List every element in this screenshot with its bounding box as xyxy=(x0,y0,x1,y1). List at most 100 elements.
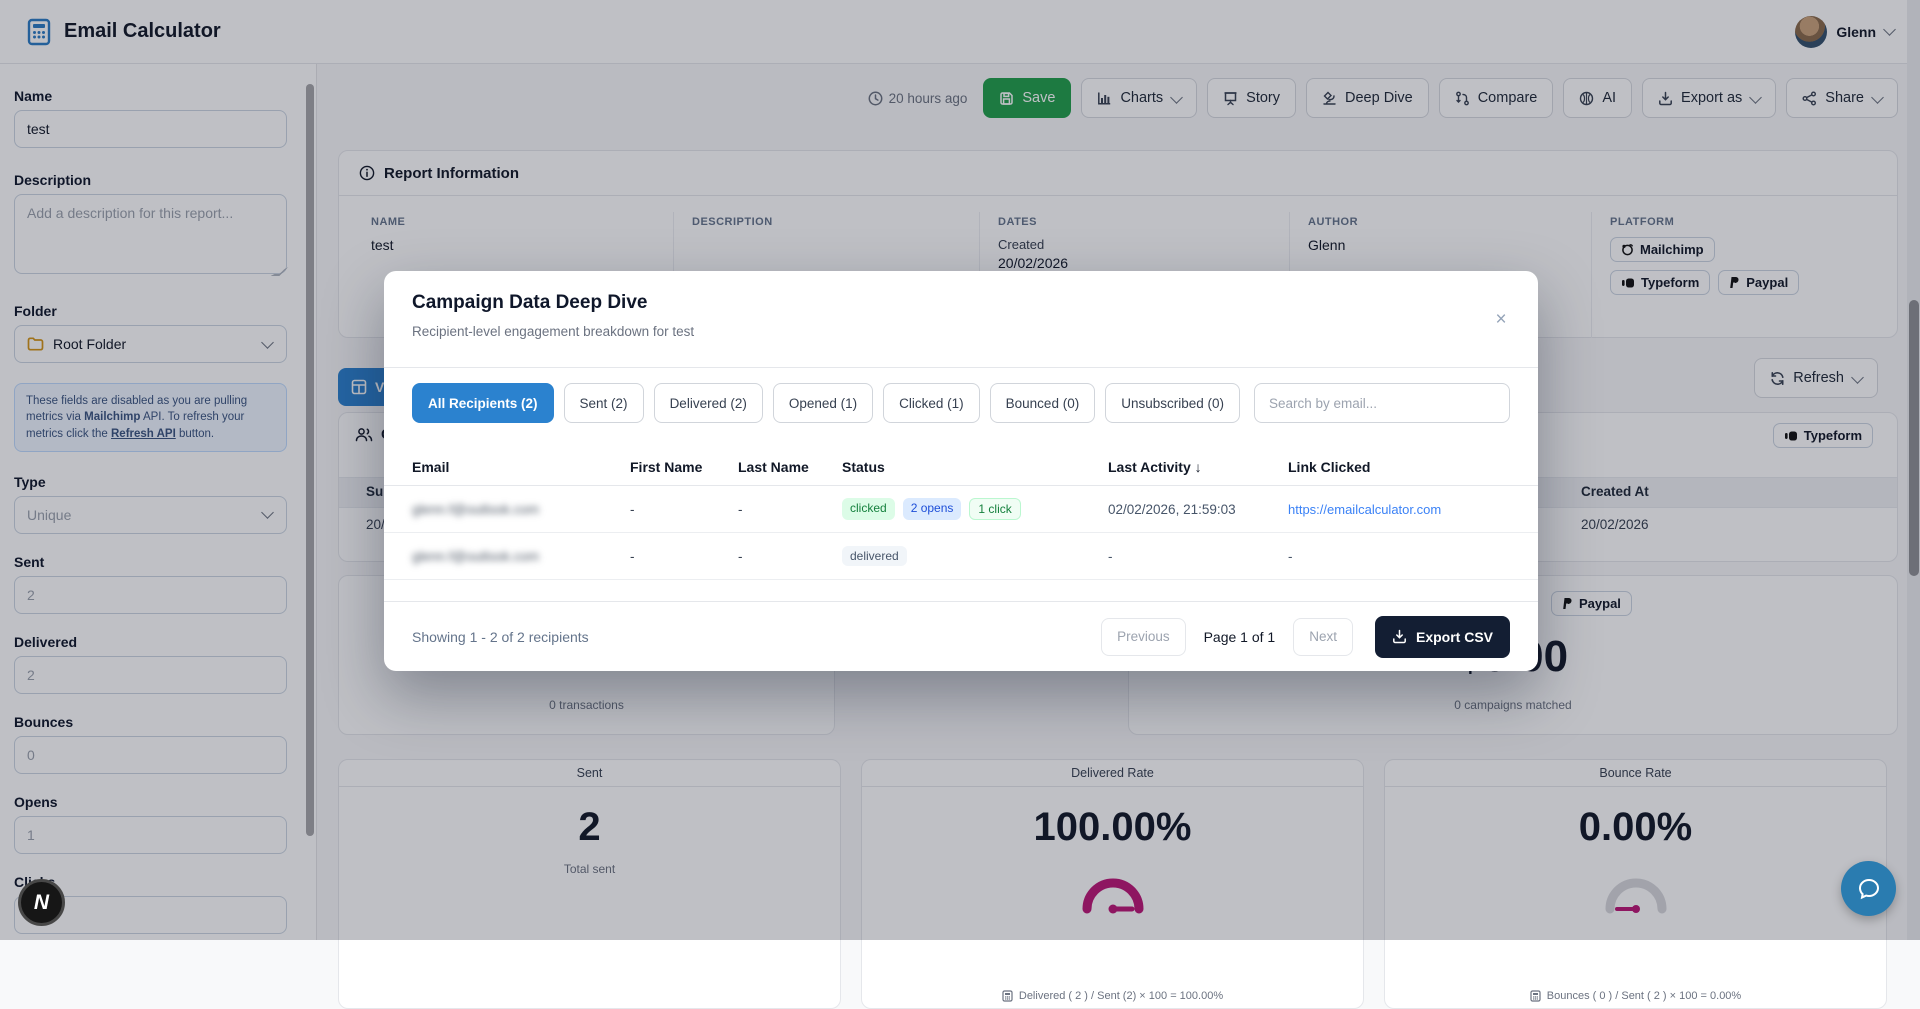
save-icon xyxy=(999,91,1014,106)
report-settings-sidebar: Name Description Folder Root Folder Thes… xyxy=(0,64,317,940)
tab-clicked[interactable]: Clicked (1) xyxy=(883,383,980,423)
presentation-icon xyxy=(1223,91,1238,106)
divider xyxy=(384,367,1538,368)
paypal-badge: Paypal xyxy=(1551,591,1632,616)
ai-button[interactable]: AI xyxy=(1563,78,1633,118)
share-button[interactable]: Share xyxy=(1786,78,1898,118)
calculator-icon xyxy=(1530,990,1541,1002)
showing-count: Showing 1 - 2 of 2 recipients xyxy=(412,628,589,645)
col-link-clicked: Link Clicked xyxy=(1288,459,1371,475)
tab-bounced[interactable]: Bounced (0) xyxy=(989,383,1096,423)
table-row: glenn.f@outlook.com - - clicked 2 opens … xyxy=(384,486,1538,533)
avatar[interactable] xyxy=(1795,15,1828,48)
tab-opened[interactable]: Opened (1) xyxy=(772,383,874,423)
table-row: glenn.f@outlook.com - - delivered - - xyxy=(384,533,1538,580)
next-button[interactable]: Next xyxy=(1293,617,1353,656)
sent-card-note: Total sent xyxy=(563,862,616,876)
previous-button[interactable]: Previous xyxy=(1101,617,1186,656)
first-name-cell: - xyxy=(630,501,635,517)
folder-value: Root Folder xyxy=(53,336,127,352)
name-input[interactable] xyxy=(14,110,287,148)
sent-card-value: 2 xyxy=(578,805,601,849)
window-scrollbar[interactable] xyxy=(1907,0,1920,940)
tab-unsubscribed[interactable]: Unsubscribed (0) xyxy=(1105,383,1240,423)
tab-sent[interactable]: Sent (2) xyxy=(563,383,644,423)
close-icon[interactable]: × xyxy=(1490,309,1512,331)
created-at-col-header: Created At xyxy=(1581,484,1649,499)
status-badge-opens: 2 opens xyxy=(902,498,962,520)
deep-dive-button[interactable]: Deep Dive xyxy=(1306,78,1429,118)
folder-select[interactable]: Root Folder xyxy=(14,325,287,363)
folder-icon xyxy=(27,337,44,351)
sent-input[interactable] xyxy=(14,575,287,614)
chat-widget-button[interactable] xyxy=(1841,861,1896,916)
platform-badge-mailchimp: Mailchimp xyxy=(1610,237,1715,262)
user-menu[interactable]: Glenn xyxy=(1795,15,1896,48)
typeform-icon xyxy=(1784,430,1798,442)
export-csv-button[interactable]: Export CSV xyxy=(1374,615,1510,658)
app-title: Email Calculator xyxy=(64,20,221,42)
brain-icon xyxy=(1579,91,1594,106)
delivered-rate-value: 100.00% xyxy=(1033,805,1192,849)
scrollbar-thumb[interactable] xyxy=(1908,300,1919,576)
platform-badge-paypal: Paypal xyxy=(1718,270,1800,295)
submitted-value: 20/ xyxy=(366,517,385,532)
refresh-api-link[interactable]: Refresh API xyxy=(111,427,176,440)
typeform-icon xyxy=(1621,277,1635,289)
type-label: Type xyxy=(14,473,46,490)
modal-subtitle: Recipient-level engagement breakdown for… xyxy=(412,324,695,339)
compare-icon xyxy=(1455,91,1470,106)
last-activity-cell: 02/02/2026, 21:59:03 xyxy=(1108,501,1236,517)
col-last-activity[interactable]: Last Activity ↓ xyxy=(1108,459,1202,475)
col-status: Status xyxy=(842,459,885,475)
status-badge-clicked: clicked xyxy=(842,498,895,520)
last-activity-cell: - xyxy=(1108,548,1113,564)
transactions-note: 0 transactions xyxy=(549,698,624,712)
opens-input[interactable] xyxy=(14,815,287,854)
link-clicked-cell[interactable]: https://emailcalculator.com xyxy=(1288,501,1442,517)
last-saved: 20 hours ago xyxy=(868,91,967,106)
paypal-icon xyxy=(1562,597,1573,610)
mailchimp-icon xyxy=(1621,243,1634,256)
refresh-button[interactable]: Refresh xyxy=(1754,358,1878,398)
deep-dive-modal: Campaign Data Deep Dive Recipient-level … xyxy=(384,271,1538,671)
recipient-email: glenn.f@outlook.com xyxy=(412,501,540,517)
report-name-col: NAME test xyxy=(339,212,673,338)
link-clicked-cell: - xyxy=(1288,548,1293,564)
delivered-rate-title: Delivered Rate xyxy=(862,760,1363,787)
modal-footer: Showing 1 - 2 of 2 recipients Previous P… xyxy=(384,601,1538,671)
api-disabled-notice: These fields are disabled as you are pul… xyxy=(14,383,287,452)
bounces-input[interactable] xyxy=(14,735,287,774)
report-dates-col: DATES Created 20/02/2026 xyxy=(979,212,1289,338)
tab-all-recipients[interactable]: All Recipients (2) xyxy=(412,383,554,423)
sent-label: Sent xyxy=(14,553,45,570)
sent-card-title: Sent xyxy=(339,760,840,787)
delivered-label: Delivered xyxy=(14,633,78,650)
typeform-badge: Typeform xyxy=(1772,423,1873,448)
page-indicator: Page 1 of 1 xyxy=(1203,628,1276,645)
delivered-rate-formula: Delivered ( 2 ) / Sent (2) × 100 = 100.0… xyxy=(862,990,1363,1002)
first-name-cell: - xyxy=(630,548,635,564)
col-first-name: First Name xyxy=(630,459,703,475)
tab-delivered[interactable]: Delivered (2) xyxy=(653,383,763,423)
type-select[interactable]: Unique xyxy=(14,495,287,534)
report-info-title: Report Information xyxy=(384,164,519,182)
export-as-button[interactable]: Export as xyxy=(1642,78,1777,118)
recipient-filter-tabs: All Recipients (2) Sent (2) Delivered (2… xyxy=(412,383,1240,423)
save-button[interactable]: Save xyxy=(983,78,1072,118)
status-badges: clicked 2 opens 1 click xyxy=(842,498,1108,520)
sidebar-scrollbar[interactable] xyxy=(306,84,314,836)
clock-icon xyxy=(868,91,883,106)
story-button[interactable]: Story xyxy=(1207,78,1296,118)
charts-button[interactable]: Charts xyxy=(1081,78,1198,118)
description-label: Description xyxy=(14,172,92,188)
compare-button[interactable]: Compare xyxy=(1438,78,1554,118)
search-input[interactable] xyxy=(1254,383,1510,423)
notification-n-badge[interactable]: N xyxy=(18,879,65,926)
revenue-note: 0 campaigns matched xyxy=(1454,698,1572,712)
delivered-input[interactable] xyxy=(14,655,287,694)
created-at-value: 20/02/2026 xyxy=(1581,517,1649,532)
info-icon xyxy=(359,165,375,181)
platform-badge-typeform: Typeform xyxy=(1610,270,1711,295)
description-textarea[interactable] xyxy=(14,194,287,274)
